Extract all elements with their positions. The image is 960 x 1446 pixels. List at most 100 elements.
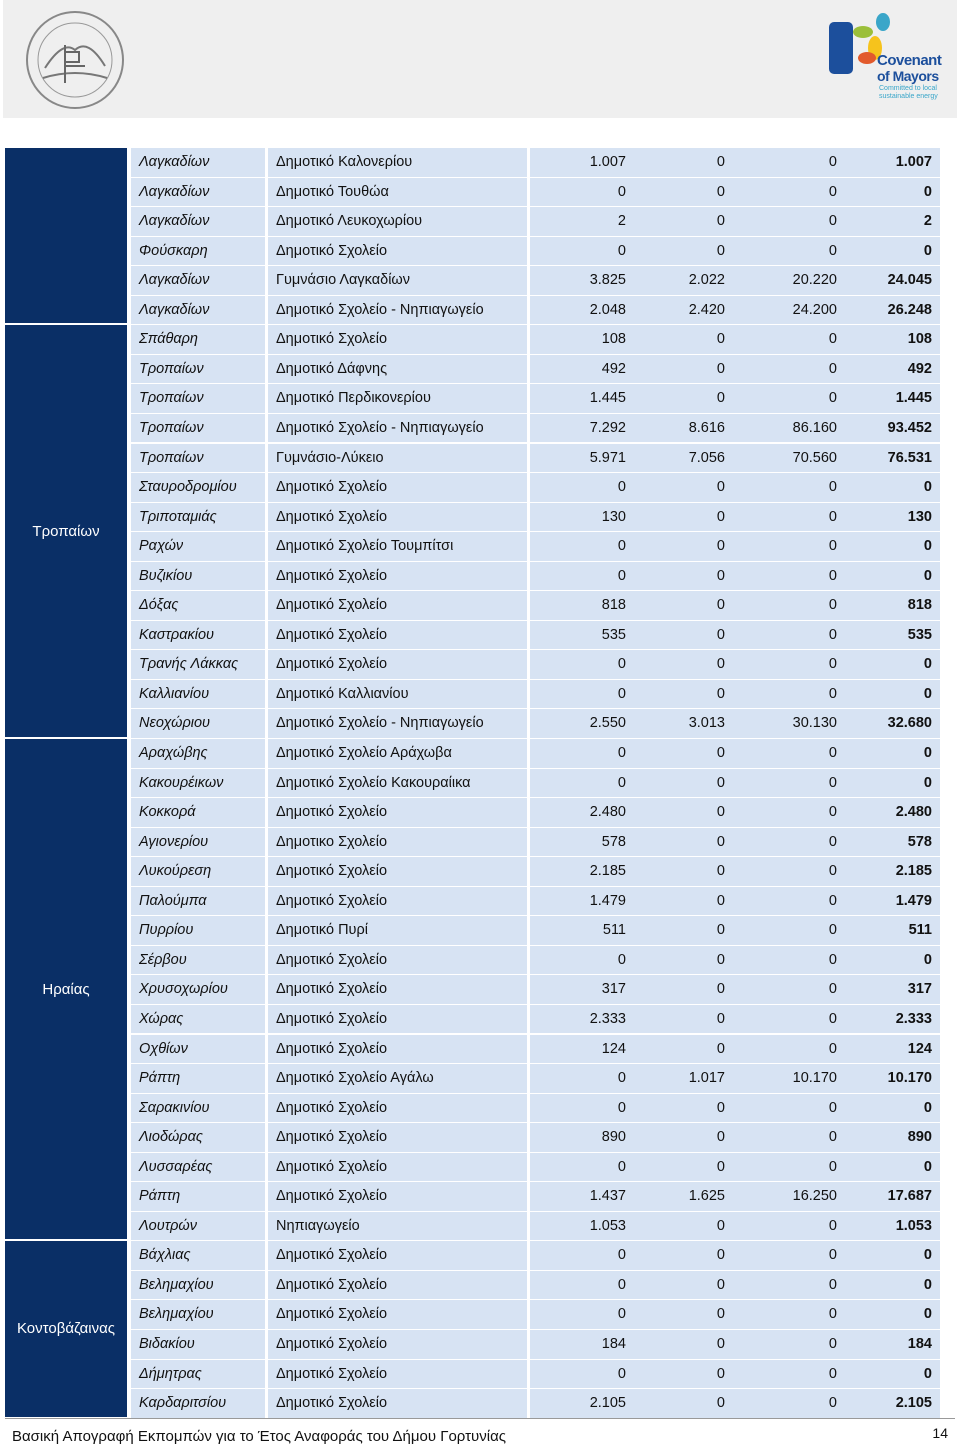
value-cell: 3.013 bbox=[634, 709, 733, 739]
value-cell: 0 bbox=[634, 1211, 733, 1242]
value-cell: 1.445 bbox=[530, 384, 634, 414]
logo-subtitle: of Mayors bbox=[877, 68, 939, 84]
value-cell: 0 bbox=[634, 473, 733, 503]
place-cell: Βελημαχίου bbox=[131, 1300, 265, 1330]
value-cell: 2.048 bbox=[530, 295, 634, 326]
place-cell: Δόξας bbox=[131, 591, 265, 621]
value-cell: 0 bbox=[733, 1359, 845, 1390]
school-cell: Δημοτικό Σχολείο Αράχωβα bbox=[268, 739, 527, 769]
place-cell: Δήμητρας bbox=[131, 1359, 265, 1390]
total-cell: 890 bbox=[845, 1123, 940, 1153]
school-cell: Δημοτικό Περδικονερίου bbox=[268, 384, 527, 414]
value-cell: 0 bbox=[530, 1093, 634, 1124]
value-cell: 0 bbox=[530, 768, 634, 799]
place-cell: Ράπτη bbox=[131, 1182, 265, 1212]
value-cell: 0 bbox=[634, 768, 733, 799]
value-cell: 0 bbox=[733, 945, 845, 976]
total-cell: 535 bbox=[845, 620, 940, 651]
footer-rule bbox=[5, 1418, 955, 1419]
value-cell: 0 bbox=[733, 532, 845, 562]
school-cell: Δημοτικό Σχολείο bbox=[268, 1389, 527, 1419]
school-cell: Δημοτικό Σχολείο bbox=[268, 561, 527, 592]
place-cell: Τριποταμιάς bbox=[131, 502, 265, 533]
value-cell: 0 bbox=[530, 1270, 634, 1301]
value-cell: 108 bbox=[530, 325, 634, 355]
place-cell: Νεοχώριου bbox=[131, 709, 265, 739]
value-cell: 492 bbox=[530, 354, 634, 385]
value-cell: 0 bbox=[634, 739, 733, 769]
school-cell: Γυμνάσιο-Λύκειο bbox=[268, 443, 527, 474]
value-cell: 2.333 bbox=[530, 1004, 634, 1035]
value-cell: 0 bbox=[634, 177, 733, 208]
value-cell: 0 bbox=[733, 1211, 845, 1242]
value-cell: 1.053 bbox=[530, 1211, 634, 1242]
value-cell: 0 bbox=[733, 502, 845, 533]
value-cell: 511 bbox=[530, 916, 634, 946]
value-cell: 0 bbox=[733, 886, 845, 917]
place-cell: Σέρβου bbox=[131, 945, 265, 976]
value-cell: 1.625 bbox=[634, 1182, 733, 1212]
value-cell: 0 bbox=[634, 1004, 733, 1035]
footer-text: Βασική Απογραφή Εκπομπών για το Έτος Ανα… bbox=[12, 1428, 506, 1445]
school-cell: Δημοτικό Σχολείο bbox=[268, 798, 527, 828]
place-cell: Λουτρών bbox=[131, 1211, 265, 1242]
school-cell: Δημοτικό Σχολείο bbox=[268, 1300, 527, 1330]
value-cell: 130 bbox=[530, 502, 634, 533]
total-cell: 1.445 bbox=[845, 384, 940, 414]
value-cell: 0 bbox=[530, 236, 634, 267]
value-cell: 0 bbox=[634, 679, 733, 710]
school-cell: Δημοτικό Σχολείο Αγάλω bbox=[268, 1064, 527, 1094]
school-cell: Δημοτικό Σχολείο bbox=[268, 325, 527, 355]
total-cell: 0 bbox=[845, 650, 940, 680]
total-cell: 10.170 bbox=[845, 1064, 940, 1094]
value-cell: 0 bbox=[634, 827, 733, 858]
value-cell: 0 bbox=[733, 473, 845, 503]
value-cell: 0 bbox=[530, 1064, 634, 1094]
group-cell: Τροπαίων bbox=[5, 325, 127, 739]
place-cell: Λαγκαδίων bbox=[131, 295, 265, 326]
value-cell: 0 bbox=[634, 207, 733, 237]
total-cell: 0 bbox=[845, 1270, 940, 1301]
school-cell: Δημοτικο Σχολείο bbox=[268, 827, 527, 858]
value-cell: 0 bbox=[530, 1300, 634, 1330]
place-cell: Βυζικίου bbox=[131, 561, 265, 592]
total-cell: 492 bbox=[845, 354, 940, 385]
value-cell: 0 bbox=[634, 945, 733, 976]
value-cell: 0 bbox=[634, 650, 733, 680]
place-cell: Σταυροδρομίου bbox=[131, 473, 265, 503]
place-cell: Τροπαίων bbox=[131, 384, 265, 414]
value-cell: 0 bbox=[733, 916, 845, 946]
value-cell: 0 bbox=[530, 1241, 634, 1271]
value-cell: 0 bbox=[733, 236, 845, 267]
value-cell: 0 bbox=[634, 502, 733, 533]
group-cell: Ηραίας bbox=[5, 739, 127, 1242]
value-cell: 0 bbox=[733, 768, 845, 799]
value-cell: 0 bbox=[634, 1330, 733, 1360]
value-cell: 0 bbox=[733, 177, 845, 208]
school-cell: Δημοτικό Σχολείο bbox=[268, 236, 527, 267]
value-cell: 0 bbox=[634, 1034, 733, 1065]
value-cell: 0 bbox=[530, 473, 634, 503]
value-cell: 0 bbox=[733, 207, 845, 237]
total-cell: 1.053 bbox=[845, 1211, 940, 1242]
value-cell: 0 bbox=[733, 1093, 845, 1124]
value-cell: 2.105 bbox=[530, 1389, 634, 1419]
value-cell: 1.479 bbox=[530, 886, 634, 917]
school-cell: Δημοτικό Σχολείο - Νηπιαγωγείο bbox=[268, 295, 527, 326]
place-cell: Κακουρέικων bbox=[131, 768, 265, 799]
value-cell: 1.017 bbox=[634, 1064, 733, 1094]
value-cell: 0 bbox=[634, 975, 733, 1005]
value-cell: 578 bbox=[530, 827, 634, 858]
place-cell: Τροπαίων bbox=[131, 354, 265, 385]
value-cell: 0 bbox=[733, 591, 845, 621]
value-cell: 2.480 bbox=[530, 798, 634, 828]
value-cell: 0 bbox=[733, 325, 845, 355]
place-cell: Τροπαίων bbox=[131, 443, 265, 474]
value-cell: 0 bbox=[634, 1093, 733, 1124]
total-cell: 2 bbox=[845, 207, 940, 237]
total-cell: 32.680 bbox=[845, 709, 940, 739]
total-cell: 0 bbox=[845, 1300, 940, 1330]
school-cell: Δημοτικό Λευκοχωρίου bbox=[268, 207, 527, 237]
value-cell: 0 bbox=[530, 650, 634, 680]
value-cell: 0 bbox=[634, 1123, 733, 1153]
